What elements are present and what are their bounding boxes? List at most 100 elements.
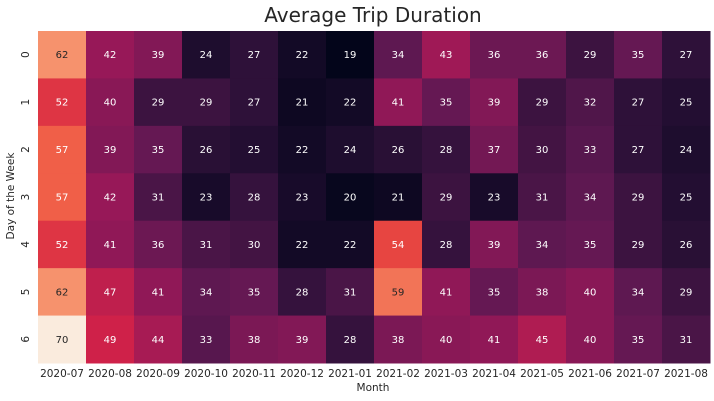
heatmap-cell-r5-c1 — [86, 268, 135, 317]
cell-value-label-r5-c13: 29 — [680, 287, 693, 298]
cell-value-label-r1-c1: 40 — [104, 98, 117, 109]
cell-value-label-r6-c12: 35 — [632, 335, 645, 346]
cell-value-label-r2-c3: 26 — [200, 145, 213, 156]
cell-value-label-r1-c12: 27 — [632, 98, 645, 109]
cell-value-label-r1-c4: 27 — [248, 98, 261, 109]
cell-value-label-r0-c10: 36 — [536, 50, 549, 61]
y-tick-label: 1 — [20, 99, 32, 106]
cell-value-label-r5-c11: 40 — [584, 287, 597, 298]
heatmap-cell-r6-c7 — [374, 315, 423, 364]
cell-value-label-r4-c9: 39 — [488, 240, 501, 251]
heatmap-cell-r3-c6 — [326, 173, 375, 222]
heatmap-cell-r1-c2 — [134, 78, 183, 127]
cell-value-label-r6-c6: 28 — [344, 335, 357, 346]
x-tick-label: 2021-08 — [664, 368, 708, 380]
x-tick-label: 2021-06 — [568, 368, 612, 380]
heatmap-cell-r5-c13 — [662, 268, 711, 317]
heatmap-cell-r0-c12 — [614, 31, 663, 79]
y-axis-label: Day of the Week — [5, 152, 17, 240]
cell-value-label-r0-c9: 36 — [488, 50, 501, 61]
cell-value-label-r6-c10: 45 — [536, 335, 549, 346]
heatmap-cell-r2-c6 — [326, 125, 375, 174]
cell-value-label-r3-c0: 57 — [56, 193, 69, 204]
heatmap-cell-r4-c10 — [518, 220, 567, 269]
heatmap-cell-r3-c5 — [278, 173, 327, 222]
cell-value-label-r0-c5: 22 — [296, 50, 309, 61]
cell-value-label-r2-c1: 39 — [104, 145, 117, 156]
heatmap-cell-r5-c3 — [182, 268, 231, 317]
heatmap-cell-r5-c2 — [134, 268, 183, 317]
heatmap-cell-r3-c10 — [518, 173, 567, 222]
cell-value-label-r2-c7: 26 — [392, 145, 405, 156]
heatmap-cell-r2-c12 — [614, 125, 663, 174]
y-tick-label: 0 — [20, 51, 32, 58]
heatmap-cells: 62 42 39 24 27 22 19 34 43 36 36 29 35 27 52 40 29 29 27 21… — [38, 31, 711, 364]
heatmap-cell-r0-c8 — [422, 31, 471, 79]
cell-value-label-r1-c13: 25 — [680, 98, 693, 109]
cell-value-label-r3-c3: 23 — [200, 193, 213, 204]
cell-value-label-r2-c13: 24 — [680, 145, 693, 156]
heatmap-cell-r3-c2 — [134, 173, 183, 222]
heatmap-cell-r6-c13 — [662, 315, 711, 364]
heatmap-cell-r0-c11 — [566, 31, 615, 79]
heatmap-cell-r1-c1 — [86, 78, 135, 127]
heatmap-cell-r0-c3 — [182, 31, 231, 79]
cell-value-label-r4-c1: 41 — [104, 240, 117, 251]
cell-value-label-r4-c10: 34 — [536, 240, 549, 251]
heatmap-cell-r5-c4 — [230, 268, 279, 317]
heatmap-cell-r6-c9 — [470, 315, 519, 364]
heatmap-cell-r6-c5 — [278, 315, 327, 364]
cell-value-label-r3-c6: 20 — [344, 193, 357, 204]
heatmap-cell-r6-c12 — [614, 315, 663, 364]
x-tick-label: 2020-07 — [40, 368, 84, 380]
cell-value-label-r5-c4: 35 — [248, 287, 261, 298]
heatmap-cell-r4-c13 — [662, 220, 711, 269]
x-tick-label: 2021-02 — [376, 368, 420, 380]
heatmap-cell-r2-c13 — [662, 125, 711, 174]
cell-value-label-r0-c4: 27 — [248, 50, 261, 61]
cell-value-label-r4-c0: 52 — [56, 240, 69, 251]
heatmap-cell-r0-c6 — [326, 31, 375, 79]
heatmap-cell-r3-c1 — [86, 173, 135, 222]
heatmap-cell-r6-c11 — [566, 315, 615, 364]
heatmap-cell-r6-c8 — [422, 315, 471, 364]
x-tick-label: 2021-04 — [472, 368, 516, 380]
heatmap-cell-r0-c2 — [134, 31, 183, 79]
cell-value-label-r3-c13: 25 — [680, 193, 693, 204]
cell-value-label-r6-c0: 70 — [56, 335, 69, 346]
heatmap-cell-r2-c10 — [518, 125, 567, 174]
cell-value-label-r3-c5: 23 — [296, 193, 309, 204]
x-axis-label: Month — [357, 382, 390, 394]
heatmap-cell-r0-c7 — [374, 31, 423, 79]
heatmap-cell-r2-c8 — [422, 125, 471, 174]
heatmap-cell-r5-c0 — [38, 268, 87, 317]
heatmap-cell-r3-c3 — [182, 173, 231, 222]
heatmap-cell-r1-c13 — [662, 78, 711, 127]
heatmap-cell-r4-c11 — [566, 220, 615, 269]
heatmap-cell-r3-c7 — [374, 173, 423, 222]
cell-value-label-r1-c2: 29 — [152, 98, 165, 109]
heatmap-cell-r3-c8 — [422, 173, 471, 222]
cell-value-label-r2-c12: 27 — [632, 145, 645, 156]
heatmap-cell-r6-c3 — [182, 315, 231, 364]
x-tick-label: 2021-01 — [328, 368, 372, 380]
heatmap-cell-r0-c0 — [38, 31, 87, 79]
heatmap-cell-r1-c8 — [422, 78, 471, 127]
heatmap-cell-r1-c10 — [518, 78, 567, 127]
x-tick-label: 2020-12 — [280, 368, 324, 380]
heatmap-cell-r0-c5 — [278, 31, 327, 79]
cell-value-label-r4-c13: 26 — [680, 240, 693, 251]
heatmap-cell-r3-c11 — [566, 173, 615, 222]
heatmap-cell-r6-c2 — [134, 315, 183, 364]
y-tick-label: 3 — [20, 194, 32, 201]
cell-value-label-r3-c2: 31 — [152, 193, 165, 204]
x-tick-label: 2021-07 — [616, 368, 660, 380]
heatmap-cell-r0-c13 — [662, 31, 711, 79]
cell-value-label-r0-c0: 62 — [56, 50, 69, 61]
heatmap-cell-r4-c7 — [374, 220, 423, 269]
heatmap-cell-r1-c11 — [566, 78, 615, 127]
cell-value-label-r6-c3: 33 — [200, 335, 213, 346]
cell-value-label-r0-c7: 34 — [392, 50, 405, 61]
cell-value-label-r5-c3: 34 — [200, 287, 213, 298]
